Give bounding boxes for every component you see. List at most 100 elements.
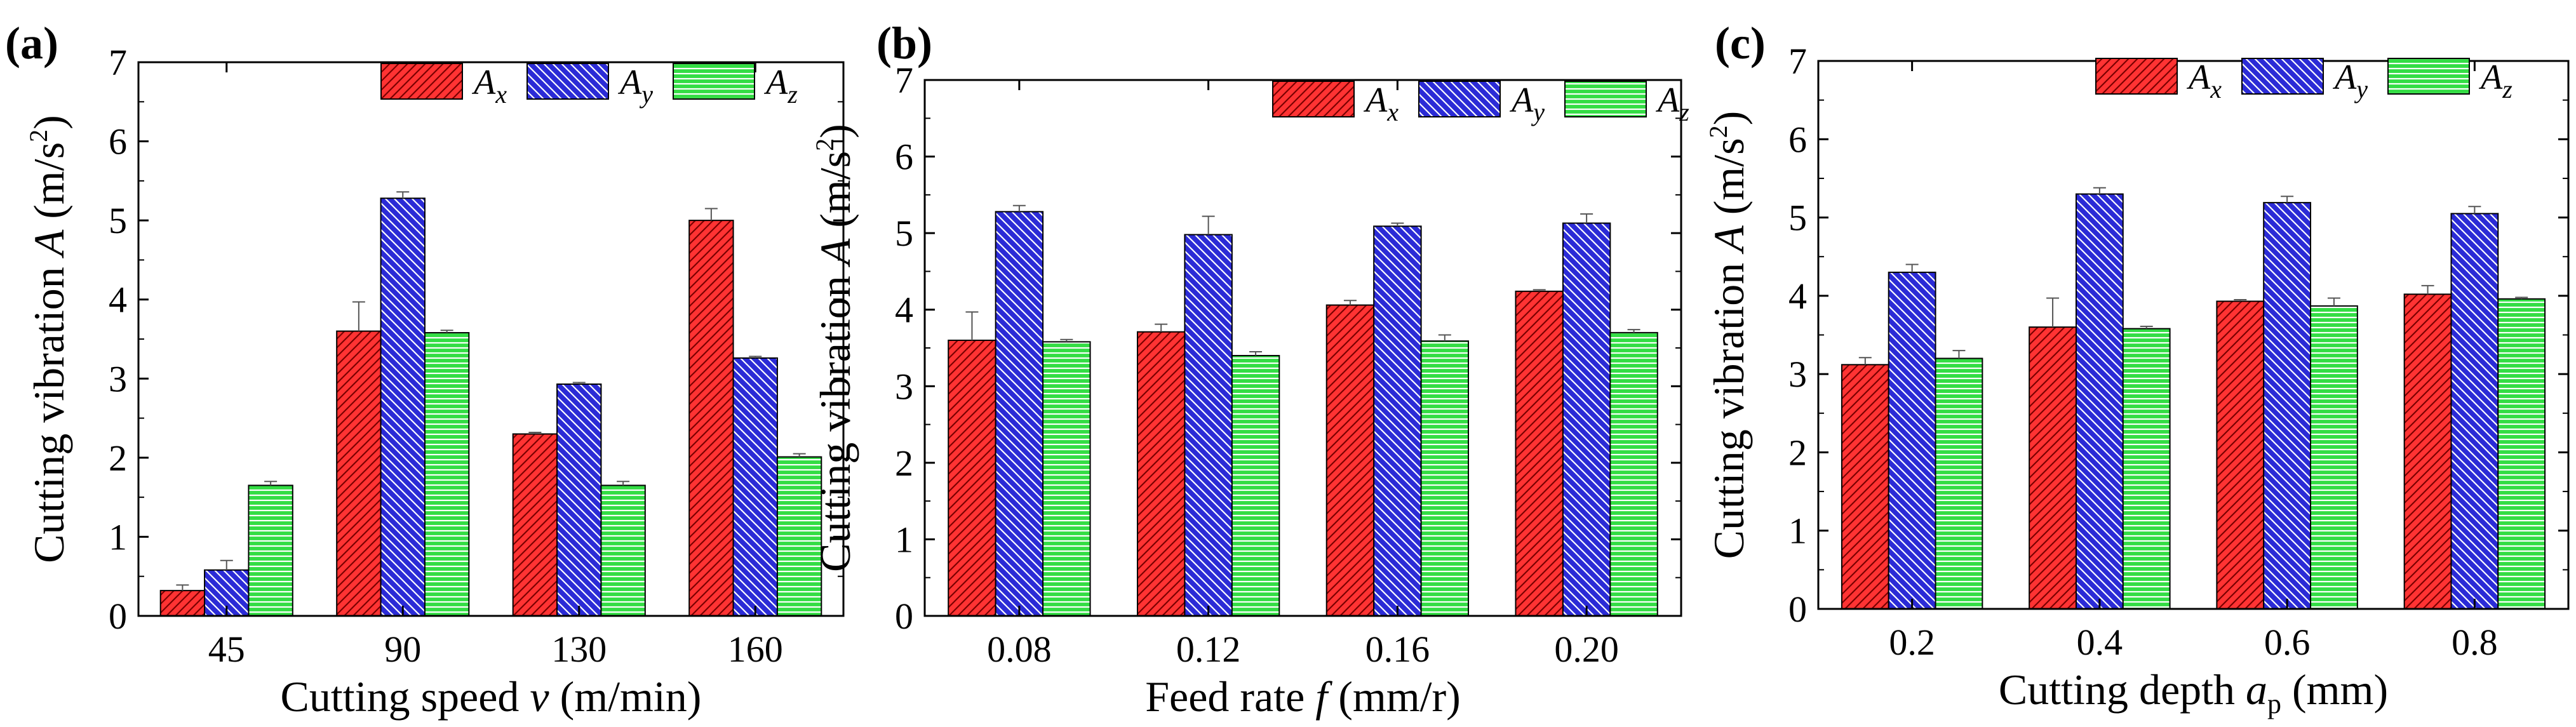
- error-bar-ay-2: [2093, 187, 2106, 194]
- legend-label-ax: Ax: [471, 63, 507, 109]
- y-tick-label: 2: [895, 443, 913, 484]
- legend-swatch-az: [673, 63, 755, 100]
- y-axis-title: Cutting vibration A (m/s2): [24, 115, 73, 563]
- bar-az-3: [2310, 305, 2358, 610]
- bar-ay-2: [1184, 234, 1233, 617]
- y-tick-label: 6: [895, 137, 913, 178]
- error-bar-ay-3: [1391, 222, 1404, 227]
- error-bar-ay-2: [396, 191, 410, 199]
- error-bar-ax-3: [528, 431, 542, 434]
- error-bar-az-3: [617, 481, 630, 486]
- legend-swatch-ay: [527, 63, 609, 100]
- legend-swatch-az: [2387, 58, 2470, 95]
- x-tick-label: 0.2: [1889, 622, 1935, 663]
- x-tick-label: 0.6: [2264, 622, 2311, 663]
- bar-ay-2: [380, 197, 426, 617]
- legend-label-ay: Ay: [617, 63, 653, 109]
- error-bar-az-1: [1952, 350, 1966, 359]
- x-tick-label: 160: [728, 629, 783, 670]
- y-tick-label: 0: [1788, 589, 1807, 630]
- bar-az-4: [2497, 298, 2546, 610]
- legend-swatch-ay: [2241, 58, 2324, 95]
- x-tick-label: 90: [384, 629, 421, 670]
- legend-label-ay: Ay: [1509, 81, 1545, 126]
- legend-swatch-ax: [380, 63, 463, 100]
- legend-label-ax: Ax: [1363, 81, 1399, 126]
- chart-panel-2: (b) 0 1 2 3 4 5 6 7 0.08 0.12 0.16 0.20 Feed rate f (…: [810, 18, 1689, 721]
- bar-ay-4: [732, 357, 778, 617]
- bar-az-3: [600, 484, 646, 617]
- bar-ay-1: [1888, 271, 1936, 610]
- error-bar-ay-1: [220, 559, 233, 570]
- error-bar-az-2: [1249, 351, 1263, 356]
- x-tick-label: 130: [551, 629, 607, 670]
- error-bar-ax-1: [965, 311, 979, 340]
- bar-ax-2: [2029, 326, 2077, 610]
- legend-label-ax: Ax: [2186, 58, 2222, 103]
- y-tick-label: 5: [895, 213, 913, 254]
- y-tick-label: 1: [109, 516, 127, 557]
- bar-ay-3: [556, 384, 602, 617]
- error-bar-ay-4: [749, 356, 762, 358]
- error-bar-az-2: [440, 330, 453, 333]
- error-bar-az-1: [264, 481, 278, 486]
- error-bar-ay-1: [1012, 204, 1026, 212]
- error-bar-ay-4: [1580, 213, 1593, 223]
- y-tick-label: 2: [1788, 432, 1807, 473]
- legend-swatch-ax: [2095, 58, 2178, 95]
- bar-ax-4: [688, 220, 734, 617]
- y-tick-label: 4: [109, 279, 127, 321]
- error-bar-ax-3: [2234, 299, 2247, 302]
- y-tick-label: 6: [109, 121, 127, 163]
- panel-label: (b): [876, 18, 932, 69]
- error-bar-ax-1: [1858, 357, 1872, 365]
- bar-ax-4: [2403, 293, 2452, 610]
- bar-az-1: [1042, 341, 1091, 617]
- bar-ax-3: [2216, 300, 2265, 610]
- y-tick-label: 3: [109, 358, 127, 399]
- error-bar-ay-3: [572, 382, 586, 385]
- legend: Ax Ay Az: [380, 63, 798, 109]
- bar-ay-3: [2263, 202, 2312, 610]
- legend-label-az: Az: [1655, 81, 1689, 126]
- bar-ay-4: [1562, 222, 1611, 617]
- x-tick-label: 45: [208, 629, 245, 670]
- error-bar-ax-4: [2421, 284, 2434, 295]
- error-bar-az-3: [1438, 334, 1451, 342]
- y-tick-label: 0: [109, 596, 127, 637]
- error-bar-az-4: [1627, 329, 1640, 333]
- error-bar-ax-2: [1155, 323, 1168, 332]
- error-bar-ay-3: [2281, 196, 2294, 203]
- bar-az-1: [1935, 357, 1983, 610]
- y-tick-label: 4: [895, 290, 913, 331]
- error-bar-ax-2: [2046, 297, 2060, 328]
- error-bar-az-1: [1060, 338, 1073, 342]
- bar-az-4: [1609, 331, 1658, 617]
- legend: Ax Ay Az: [2095, 58, 2512, 103]
- x-tick-label: 0.20: [1554, 629, 1619, 670]
- y-tick-label: 4: [1788, 276, 1807, 317]
- error-bar-ax-3: [1343, 300, 1357, 305]
- bar-az-3: [1420, 340, 1470, 617]
- bar-ax-2: [1136, 331, 1186, 617]
- x-tick-label: 0.4: [2077, 622, 2123, 663]
- x-tick-label: 0.08: [987, 629, 1052, 670]
- chart-panel-3: (c) 0 1 2 3 4 5 6 7 0.2 0.4 0.6 0.8 Cutting depth ap …: [1704, 18, 2570, 719]
- bar-ax-1: [159, 590, 206, 617]
- x-axis-title: Cutting depth ap (mm): [1999, 665, 2388, 719]
- legend-label-az: Az: [763, 63, 798, 109]
- legend-swatch-ax: [1272, 81, 1355, 117]
- panel-label: (c): [1715, 18, 1766, 69]
- y-tick-label: 5: [109, 200, 127, 241]
- error-bar-ax-4: [1533, 289, 1546, 291]
- y-tick-label: 7: [109, 42, 127, 83]
- y-tick-label: 3: [895, 366, 913, 407]
- error-bar-ax-1: [176, 584, 189, 591]
- y-tick-label: 0: [895, 596, 913, 637]
- error-bar-ay-4: [2468, 206, 2481, 214]
- y-tick-label: 1: [1788, 510, 1807, 552]
- legend-label-az: Az: [2478, 58, 2512, 103]
- error-bar-ax-4: [704, 208, 718, 221]
